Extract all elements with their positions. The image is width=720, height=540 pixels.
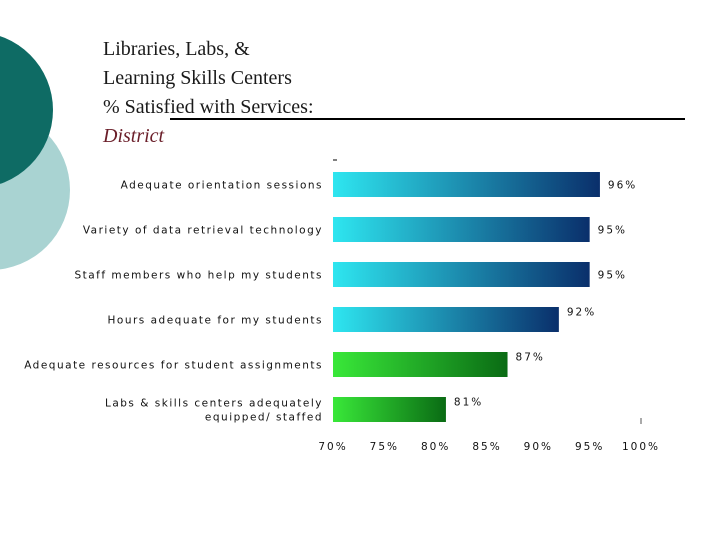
x-tick-85: 85% [472,441,501,453]
title-line-3: % Satisfied with Services: [103,96,314,118]
category-label-1: Variety of data retrieval technology [83,225,323,237]
decorative-circles [0,36,70,270]
x-tick-75: 75% [370,441,399,453]
category-label-5-1: equipped/ staffed [205,412,323,424]
x-tick-80: 80% [421,441,450,453]
category-label-2: Staff members who help my students [74,270,323,282]
category-label-0: Adequate orientation sessions [121,180,323,192]
x-tick-70: 70% [318,441,347,453]
category-label-3: Hours adequate for my students [108,315,324,327]
value-label-1: 95% [598,225,627,237]
title-underline [170,118,685,120]
value-label-0: 96% [608,180,637,192]
page-title: Libraries, Labs, & Learning Skills Cente… [103,35,314,151]
value-label-3: 92% [567,307,596,319]
value-label-4: 87% [516,352,545,364]
title-subtitle: District [103,125,165,147]
x-tick-90: 90% [524,441,553,453]
bar-5 [333,397,446,422]
bars-group: Adequate orientation sessions 96% Variety … [24,159,660,453]
category-label-5-0: Labs & skills centers adequately [105,398,323,410]
satisfaction-bar-chart: Adequate orientation sessions 96% Variety … [24,159,660,453]
deco-dark-circle [0,36,53,184]
bar-3 [333,307,559,332]
bar-1 [333,217,590,242]
bar-0 [333,172,600,197]
x-tick-100: 100% [622,441,660,453]
x-tick-95: 95% [575,441,604,453]
bar-4 [333,352,508,377]
title-line-2: Learning Skills Centers [103,67,292,89]
category-label-4: Adequate resources for student assignmen… [24,360,323,372]
title-line-1: Libraries, Labs, & [103,38,250,60]
value-label-5: 81% [454,397,483,409]
bar-2 [333,262,590,287]
value-label-2: 95% [598,270,627,282]
